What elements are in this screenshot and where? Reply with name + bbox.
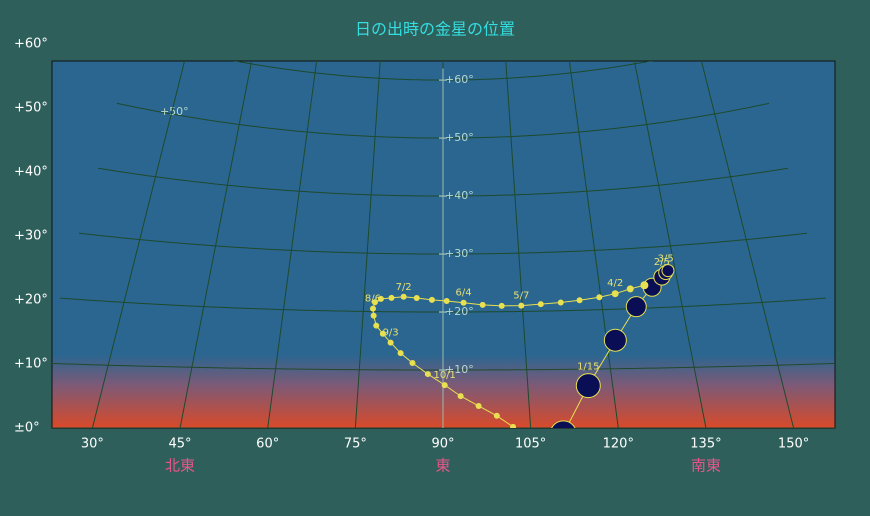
date-label: 7/2: [396, 282, 412, 293]
x-tick-label: 30°: [81, 437, 104, 452]
date-label: 1/15: [577, 362, 599, 373]
venus-marker: [475, 402, 482, 409]
venus-marker: [626, 285, 634, 293]
date-label: 5/7: [513, 291, 529, 302]
venus-marker: [576, 297, 583, 304]
chart-title: 日の出時の金星の位置: [355, 20, 515, 39]
date-label: 2/5: [654, 257, 670, 268]
venus-marker: [479, 301, 486, 308]
venus-marker: [518, 302, 525, 309]
date-label: 4/2: [607, 278, 623, 289]
x-tick-label: 150°: [778, 437, 809, 452]
x-tick-label: 120°: [603, 437, 634, 452]
y-tick-label: +50°: [14, 100, 48, 115]
venus-marker: [611, 290, 619, 298]
y-tick-label: ±0°: [14, 421, 40, 436]
date-label: 8/6: [365, 294, 381, 305]
venus-marker: [510, 423, 517, 428]
y-tick-label: +60°: [14, 36, 48, 51]
venus-marker: [498, 302, 505, 309]
grid-line: [179, 61, 253, 428]
date-label: 6/4: [456, 288, 472, 299]
inner-alt-label: +50°: [160, 105, 189, 118]
venus-marker: [551, 420, 576, 428]
venus-marker: [557, 299, 564, 306]
venus-marker: [661, 264, 675, 278]
venus-marker: [369, 305, 376, 312]
venus-marker: [373, 322, 380, 329]
venus-marker: [457, 393, 464, 400]
venus-marker: [400, 293, 407, 300]
direction-label: 東: [435, 457, 450, 475]
venus-marker: [493, 412, 500, 419]
venus-marker: [640, 281, 649, 290]
date-label: 3/5: [658, 254, 674, 265]
venus-marker: [409, 360, 416, 367]
inner-alt-label: +10°: [445, 363, 474, 376]
venus-marker: [388, 294, 395, 301]
venus-marker: [428, 296, 435, 303]
venus-marker: [443, 298, 450, 305]
venus-marker: [379, 330, 386, 337]
grid-line: [91, 61, 186, 428]
x-tick-label: 75°: [344, 437, 367, 452]
venus-marker: [596, 294, 603, 301]
venus-marker: [603, 328, 627, 352]
venus-marker: [413, 295, 420, 302]
venus-marker: [387, 339, 394, 346]
inner-alt-label: +40°: [445, 189, 474, 202]
x-tick-label: 105°: [515, 437, 546, 452]
x-tick-label: 90°: [431, 437, 454, 452]
x-tick-label: 60°: [256, 437, 279, 452]
grid-line: [354, 61, 381, 428]
inner-alt-label: +30°: [445, 247, 474, 260]
y-tick-label: +30°: [14, 228, 48, 243]
inner-alt-label: +20°: [445, 305, 474, 318]
venus-marker: [575, 373, 601, 399]
date-label: 9/3: [383, 328, 399, 339]
venus-marker: [370, 312, 377, 319]
direction-label: 北東: [165, 457, 195, 475]
venus-marker: [460, 299, 467, 306]
grid-line: [267, 61, 318, 428]
venus-marker: [371, 299, 378, 306]
grid-line: [633, 61, 707, 428]
inner-alt-label: +60°: [445, 73, 474, 86]
inner-alt-label: +50°: [445, 131, 474, 144]
y-tick-label: +40°: [14, 164, 48, 179]
venus-marker: [441, 382, 448, 389]
venus-marker: [537, 301, 544, 308]
y-tick-label: +10°: [14, 356, 48, 371]
venus-marker: [424, 371, 431, 378]
grid-line: [568, 61, 619, 428]
venus-marker: [625, 296, 647, 318]
y-tick-label: +20°: [14, 292, 48, 307]
grid-line: [505, 61, 532, 428]
x-tick-label: 45°: [169, 437, 192, 452]
direction-label: 南東: [691, 457, 721, 475]
x-tick-label: 135°: [690, 437, 721, 452]
plot-content: +10° +20° +30° +40° +50° +50° +60° 1/15 2/53/5 4/…: [52, 61, 835, 428]
venus-marker: [397, 350, 404, 357]
date-label: 10/1: [433, 370, 455, 381]
venus-marker: [377, 295, 384, 302]
grid-line: [700, 61, 795, 428]
